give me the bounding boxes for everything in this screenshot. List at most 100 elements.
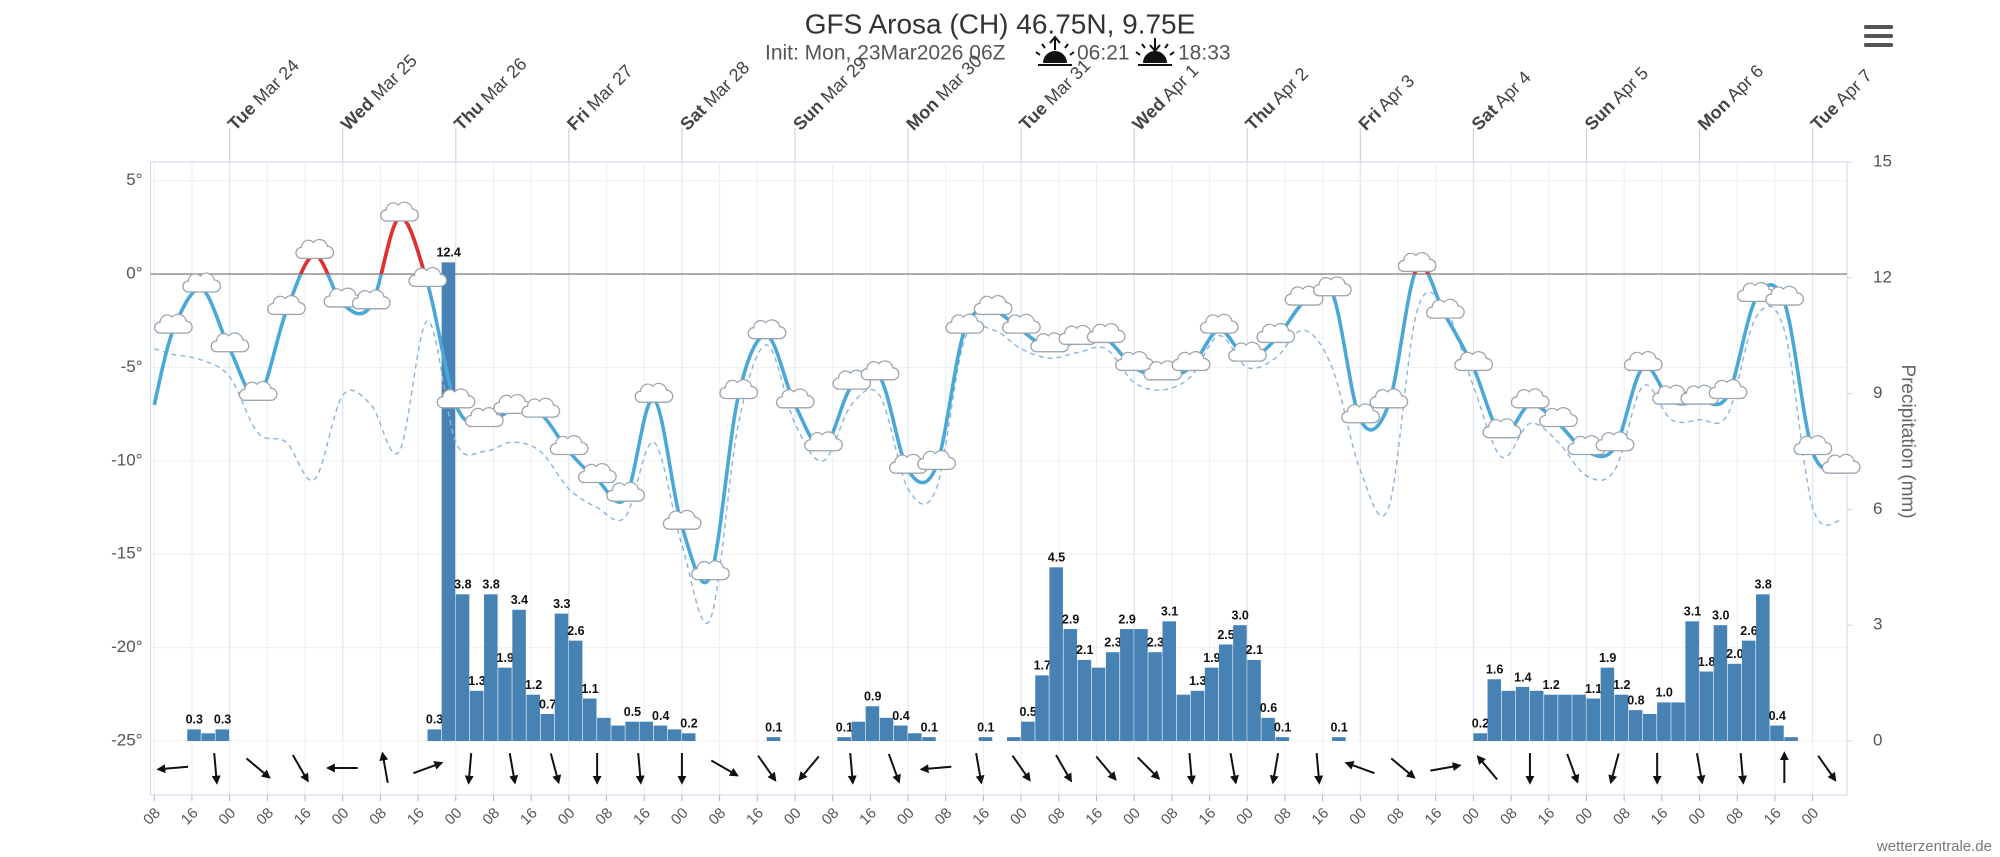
precip-label: 1.9 — [1599, 651, 1616, 665]
wind-arrow — [245, 757, 271, 779]
precip-bar — [215, 729, 230, 741]
precip-bar — [1176, 694, 1191, 741]
precip-bar — [498, 667, 512, 741]
weather-icon — [182, 272, 222, 293]
wind-arrow — [635, 752, 645, 785]
wind-arrow — [1269, 753, 1280, 785]
menu-bar[interactable] — [1864, 34, 1893, 38]
precip-bar — [1218, 644, 1233, 741]
wind-arrow — [549, 753, 562, 785]
menu-button[interactable] — [1864, 25, 1893, 47]
wind-arrow — [1476, 755, 1498, 781]
wind-arrow — [1738, 752, 1748, 785]
precip-label: 2.9 — [1062, 612, 1079, 626]
wind-arrow — [1695, 753, 1706, 785]
precip-label: 1.3 — [1189, 674, 1206, 688]
wind-arrow — [508, 753, 519, 785]
weather-icon — [1539, 407, 1578, 428]
precip-bar — [1332, 737, 1346, 741]
weather-icon — [775, 388, 815, 409]
weather-icon — [1708, 379, 1748, 400]
wind-arrow — [156, 764, 189, 774]
precip-bar — [512, 609, 526, 741]
precip-bar — [922, 737, 936, 741]
wind-arrow — [1430, 762, 1462, 772]
precip-label: 0.5 — [1019, 705, 1036, 719]
precip-label: 3.4 — [511, 593, 528, 607]
wind-arrow — [379, 751, 389, 783]
precip-bar — [1727, 663, 1742, 741]
precip-bar — [1487, 679, 1502, 741]
weather-icon — [917, 449, 956, 471]
weather-icon — [1369, 388, 1409, 409]
precip-bar — [427, 729, 442, 741]
precip-label: 0.2 — [680, 717, 697, 731]
precip-bar — [1756, 594, 1770, 741]
precip-bar — [1148, 652, 1162, 741]
precip-bar — [865, 706, 880, 741]
wind-arrow — [1566, 753, 1580, 784]
weather-icon — [238, 380, 278, 401]
wind-arrow — [464, 752, 474, 785]
weather-icon — [210, 332, 250, 353]
wind-arrow — [1055, 754, 1072, 783]
weather-icon — [521, 397, 561, 418]
precip-label: 0.1 — [765, 720, 782, 734]
weather-icon — [267, 294, 306, 316]
wind-arrow — [1390, 757, 1416, 779]
chart-subtitle: Init: Mon, 23Mar2026 06Z — [765, 42, 1006, 65]
menu-bar[interactable] — [1864, 25, 1893, 29]
wind-arrow — [1186, 752, 1196, 785]
precip-bar — [1162, 621, 1176, 741]
precip-bar — [1204, 667, 1219, 741]
weather-icon — [804, 431, 843, 452]
wind-arrow — [975, 753, 985, 785]
precip-label: 2.1 — [1246, 643, 1263, 657]
precip-bar — [1021, 721, 1035, 741]
precip-bar — [1120, 629, 1134, 741]
precip-label: 3.1 — [1161, 605, 1178, 619]
precip-label: 1.7 — [1034, 659, 1051, 673]
precip-label: 0.2 — [1472, 717, 1489, 731]
precip-label: 0.1 — [836, 720, 853, 734]
sunrise-icon — [1035, 35, 1075, 66]
precip-label: 1.4 — [1514, 670, 1531, 684]
precip-bar — [667, 729, 682, 741]
y2-tick-label: 0 — [1873, 730, 1882, 749]
precip-label: 3.3 — [553, 597, 570, 611]
weather-icon — [634, 382, 674, 403]
precip-bar — [1657, 702, 1671, 741]
precip-label: 1.8 — [1698, 655, 1715, 669]
precip-bar — [455, 594, 470, 741]
precip-bar — [1105, 652, 1120, 741]
precip-bar — [766, 737, 781, 741]
weather-icon — [719, 379, 759, 400]
precip-bar — [1628, 710, 1643, 741]
precip-bar — [1077, 659, 1092, 741]
precip-bar — [1713, 625, 1728, 741]
weather-icon — [1793, 435, 1833, 456]
precip-label: 1.9 — [1203, 651, 1220, 665]
y2-tick-label: 3 — [1873, 615, 1882, 634]
precip-bar — [484, 594, 498, 741]
precip-label: 1.9 — [497, 651, 514, 665]
weather-icon — [1426, 298, 1465, 319]
precip-bar — [1643, 713, 1657, 741]
precip-bar — [681, 733, 696, 741]
precip-label: 2.1 — [1076, 643, 1093, 657]
precip-label: 0.1 — [1274, 720, 1291, 734]
wind-arrow — [1229, 753, 1239, 785]
precip-bar — [568, 640, 583, 741]
precip-bar — [1035, 675, 1049, 741]
precip-label: 2.5 — [1217, 628, 1234, 642]
wind-arrow — [1314, 752, 1324, 785]
weather-icon — [1199, 313, 1239, 334]
weather-icon — [1341, 403, 1380, 424]
weather-icon — [436, 388, 476, 409]
precip-label: 0.4 — [892, 709, 909, 723]
menu-bar[interactable] — [1864, 43, 1893, 47]
precip-bar — [1501, 690, 1516, 741]
precip-bar — [908, 733, 922, 741]
